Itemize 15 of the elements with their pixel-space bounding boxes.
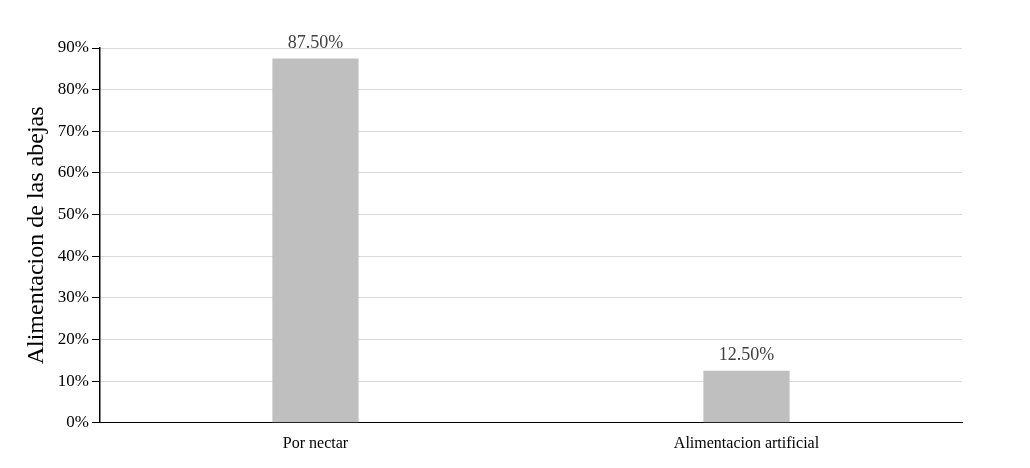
y-tick-label: 20% — [57, 328, 89, 348]
y-tick-label: 50% — [57, 204, 89, 224]
y-tick-label: 0% — [66, 412, 89, 432]
y-tick-label: 30% — [57, 287, 89, 307]
data-label: 12.50% — [718, 344, 775, 365]
y-axis-title: Alimentacion de las abejas — [21, 106, 48, 365]
y-tick-label: 60% — [57, 162, 89, 182]
y-tick-label: 70% — [57, 120, 89, 140]
y-tick-label: 40% — [57, 245, 89, 265]
y-tick-label: 10% — [57, 370, 89, 390]
y-tick-label: 90% — [57, 37, 89, 57]
x-tick-label: Por nectar — [282, 433, 349, 451]
y-tick-label: 80% — [57, 79, 89, 99]
data-label: 87.50% — [287, 32, 344, 53]
x-tick-label: Alimentacion artificial — [673, 433, 820, 451]
